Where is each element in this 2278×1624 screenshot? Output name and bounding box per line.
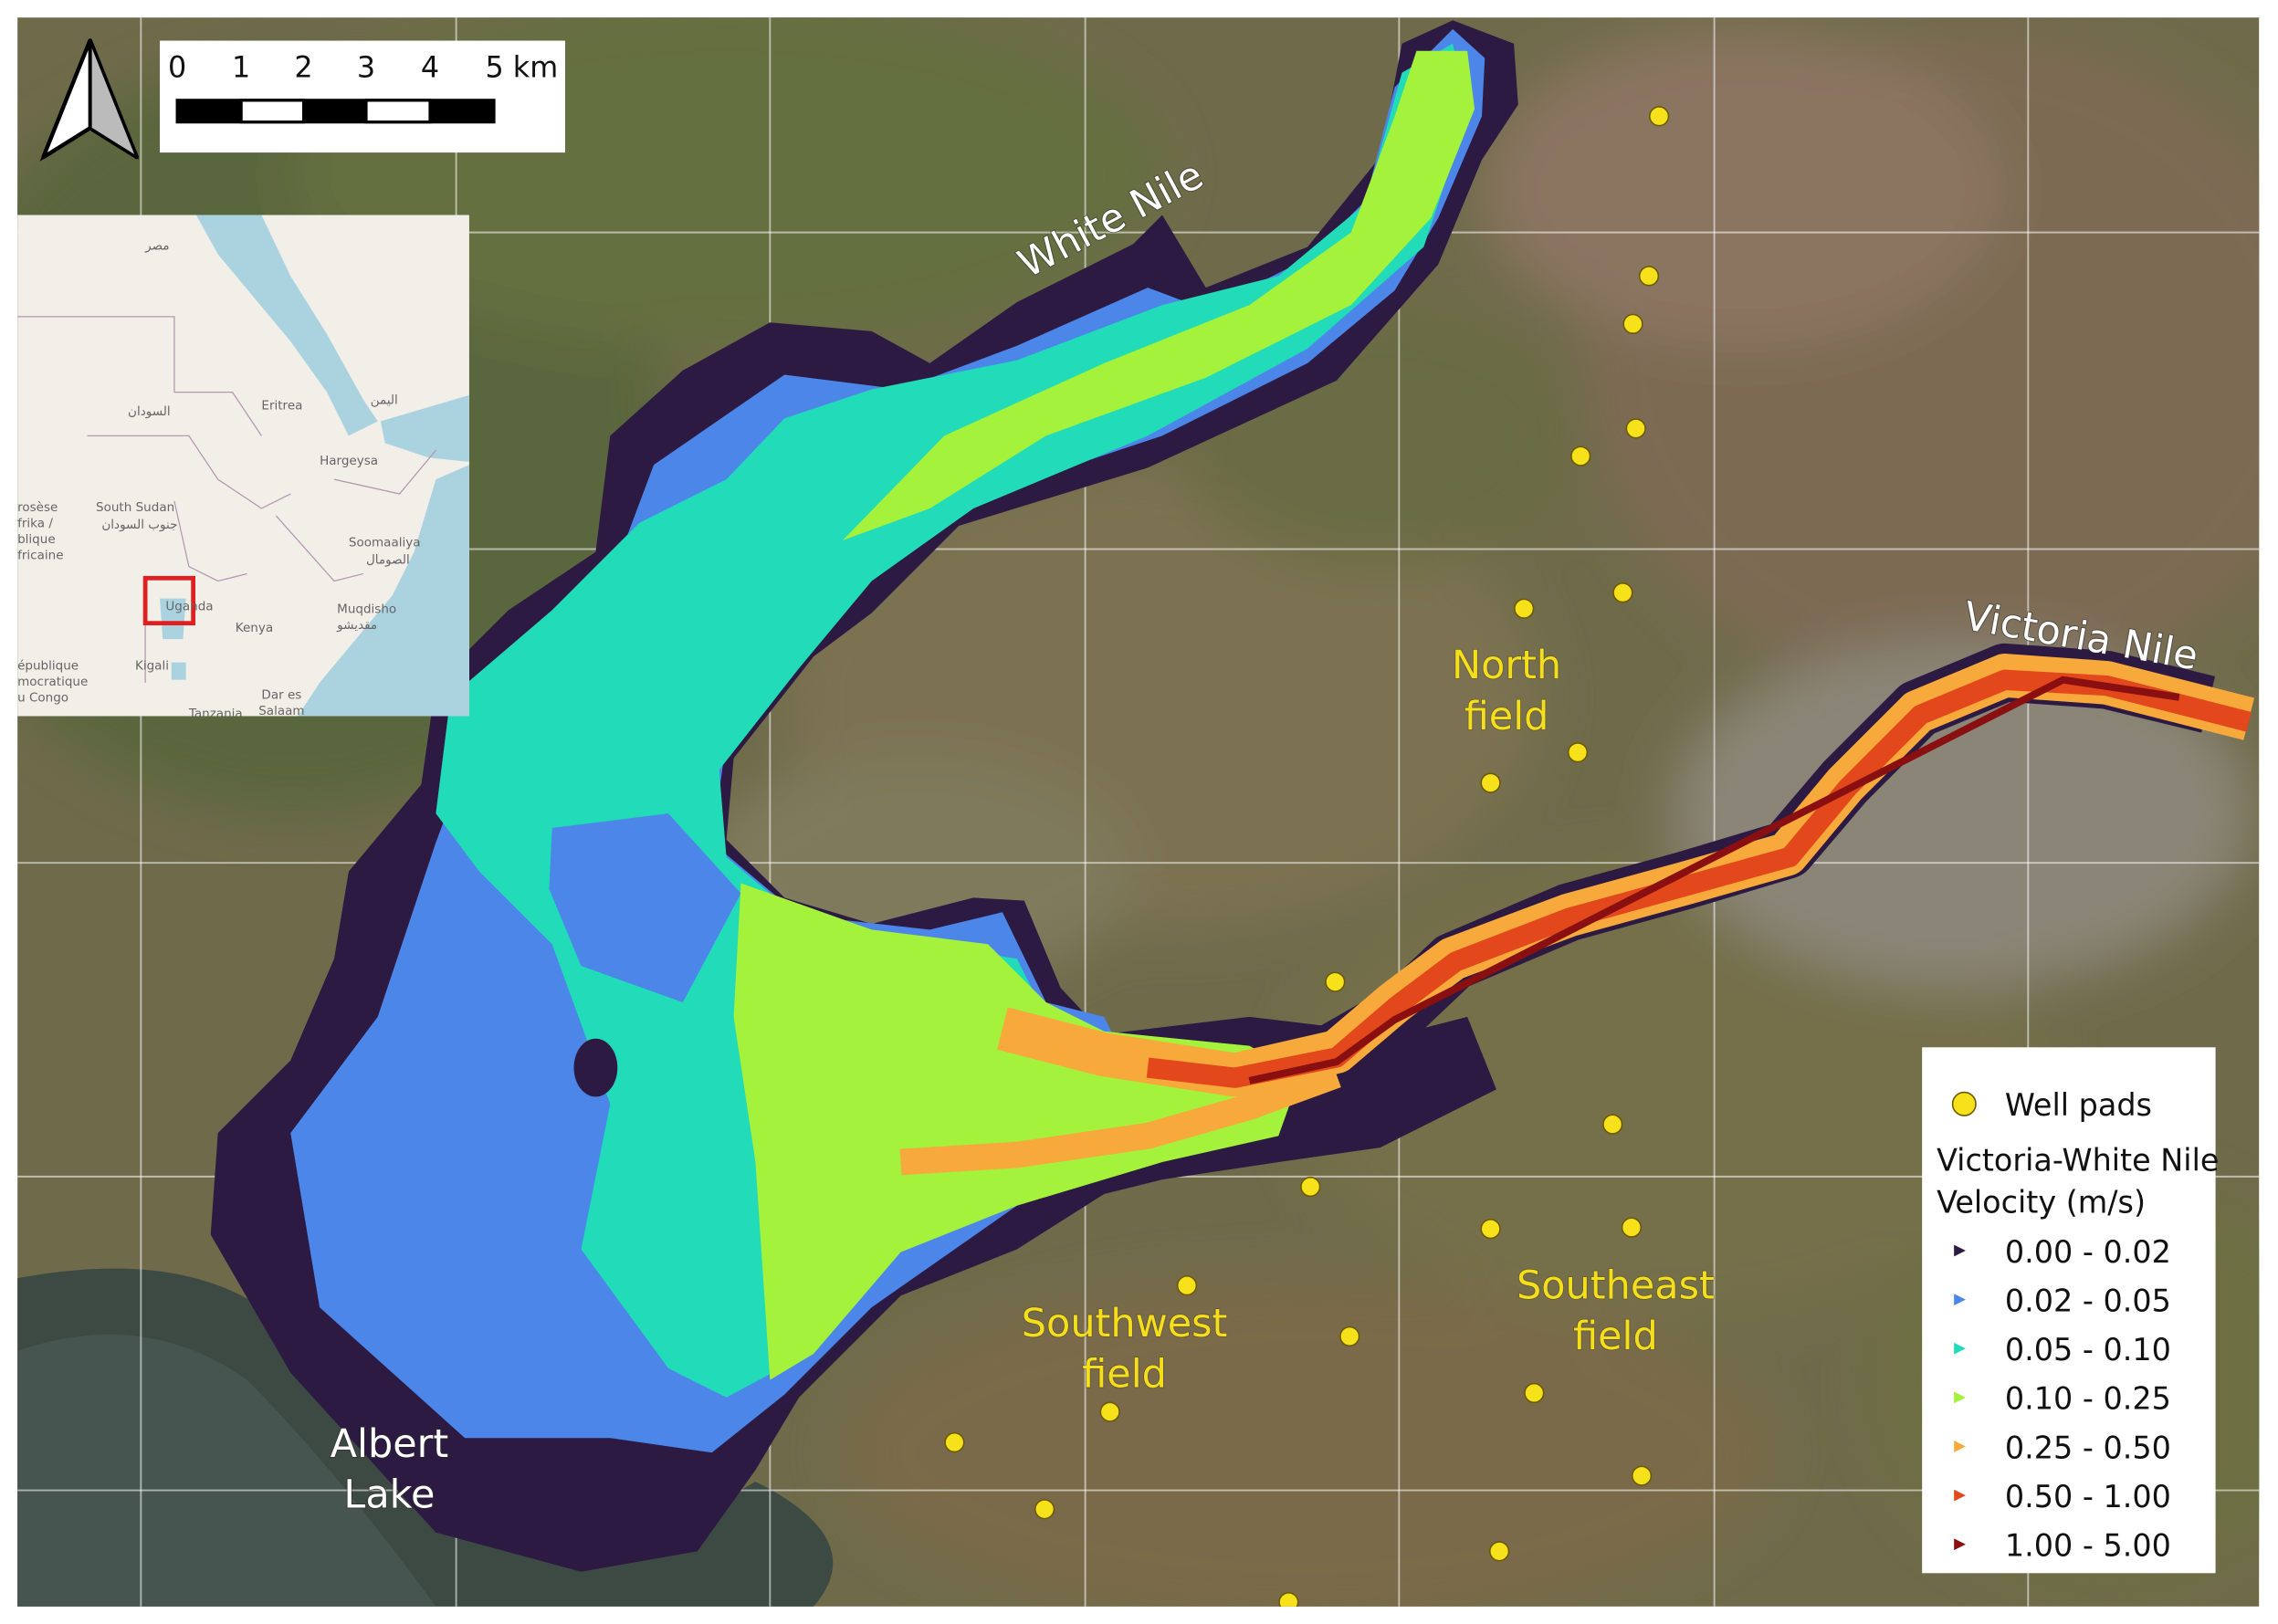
well-pad xyxy=(1339,1325,1360,1347)
legend-swatch xyxy=(1954,1342,1966,1355)
legend-swatch xyxy=(1954,1244,1966,1257)
legend-label: 0.05 - 0.10 xyxy=(2005,1332,2171,1367)
inset-label: frika / xyxy=(17,517,53,531)
well-pad xyxy=(1638,266,1660,287)
inset-label: السودان xyxy=(128,404,171,419)
field-label: field xyxy=(1573,1314,1658,1359)
lake-label: Lake xyxy=(343,1472,435,1518)
legend-label: 0.50 - 1.00 xyxy=(2005,1479,2171,1514)
inset-label: Salaam xyxy=(258,704,304,718)
well-pad xyxy=(1034,1499,1055,1520)
velocity-field xyxy=(210,20,2255,1572)
legend-label: 0.02 - 0.05 xyxy=(2005,1283,2171,1318)
well-pad xyxy=(1325,971,1346,992)
inset-map: مصر السودان Eritrea اليمن Hargeysa South… xyxy=(17,215,469,721)
well-pad xyxy=(944,1431,965,1453)
inset-label: Eritrea xyxy=(261,399,302,414)
field-label: North xyxy=(1452,643,1561,688)
velocity-class-0-island xyxy=(573,1038,618,1097)
inset-label: Kigali xyxy=(135,659,169,674)
well-pad xyxy=(1524,1382,1545,1404)
legend-label: 1.00 - 5.00 xyxy=(2005,1528,2171,1564)
well-pad xyxy=(1480,1219,1501,1240)
scale-label: 1 xyxy=(232,49,250,84)
north-arrow xyxy=(39,38,140,162)
well-pad xyxy=(1622,313,1643,334)
inset-label: Dar es xyxy=(261,687,301,702)
lake-label: Albert xyxy=(331,1421,449,1467)
field-label: field xyxy=(1464,694,1549,739)
well-pad xyxy=(1625,418,1646,439)
well-pad xyxy=(1176,1275,1198,1296)
well-pad xyxy=(1099,1401,1120,1422)
legend-label: 0.25 - 0.50 xyxy=(2005,1430,2171,1465)
well-pad xyxy=(1488,1541,1510,1562)
field-label: Southwest xyxy=(1022,1301,1228,1346)
well-pad xyxy=(1612,582,1633,603)
velocity-class-2 xyxy=(436,43,1468,1398)
scale-bar: 0 1 2 3 4 5 km xyxy=(160,40,565,153)
inset-label: Hargeysa xyxy=(320,454,378,468)
well-pad xyxy=(1300,1176,1321,1198)
well-pad xyxy=(1570,445,1591,466)
scale-label: 0 xyxy=(168,49,186,84)
inset-label: Soomaaliya xyxy=(349,535,421,550)
velocity-class-1-patch xyxy=(549,813,741,1002)
well-pad xyxy=(1514,598,1535,619)
inset-label: Tanzania xyxy=(188,707,243,721)
well-pad xyxy=(1631,1465,1653,1486)
inset-label: blique xyxy=(17,532,56,547)
inset-label: fricaine xyxy=(17,549,63,563)
well-pad xyxy=(1602,1114,1623,1135)
inset-label: Uganda xyxy=(165,599,213,613)
legend-label: 0.00 - 0.02 xyxy=(2005,1234,2171,1270)
legend-swatch xyxy=(1954,1441,1966,1452)
velocity-class-4-tail xyxy=(899,1063,1341,1176)
inset-label: اليمن xyxy=(371,393,398,407)
inset-label: South Sudan xyxy=(96,500,174,515)
inset-label: u Congo xyxy=(17,691,68,706)
well-pad xyxy=(1567,742,1589,763)
well-pad xyxy=(1278,1591,1299,1607)
inset-label: rosèse xyxy=(17,500,58,515)
scale-label: 2 xyxy=(294,49,312,84)
inset-label: épublique xyxy=(17,659,79,674)
legend-label: Well pads xyxy=(2005,1087,2152,1123)
inset-label: mocratique xyxy=(17,675,88,689)
legend: Well pads Victoria-White Nile Velocity (… xyxy=(1922,1047,2219,1574)
inset-label: الصومال xyxy=(366,552,410,567)
well-pads xyxy=(944,106,1670,1607)
inset-label: جنوب السودان xyxy=(101,518,177,532)
velocity-class-3-north xyxy=(842,50,1475,540)
scale-label: 3 xyxy=(357,49,375,84)
field-label: Southeast xyxy=(1517,1263,1715,1309)
well-pad xyxy=(1621,1217,1643,1238)
velocity-class-6-river xyxy=(1248,676,2180,1084)
legend-title: Velocity (m/s) xyxy=(1937,1185,2146,1221)
legend-well-symbol xyxy=(1951,1091,1977,1116)
legend-label: 0.10 - 0.25 xyxy=(2005,1381,2171,1417)
legend-swatch xyxy=(1954,1294,1966,1306)
legend-swatch xyxy=(1954,1489,1966,1502)
well-pad xyxy=(1480,772,1501,793)
inset-label: مصر xyxy=(144,239,169,254)
inset-extent xyxy=(142,575,196,626)
velocity-class-3-south xyxy=(733,883,1301,1380)
scale-label: 5 km xyxy=(485,49,558,84)
well-pad xyxy=(1649,106,1670,127)
legend-title: Victoria-White Nile xyxy=(1937,1143,2219,1179)
inset-label: Muqdisho xyxy=(337,602,396,617)
field-label: field xyxy=(1082,1352,1167,1398)
scale-label: 4 xyxy=(421,49,439,84)
legend-swatch xyxy=(1954,1538,1966,1551)
inset-label: Kenya xyxy=(236,621,273,635)
legend-swatch xyxy=(1954,1391,1966,1404)
inset-label: مقديشو xyxy=(336,618,377,633)
